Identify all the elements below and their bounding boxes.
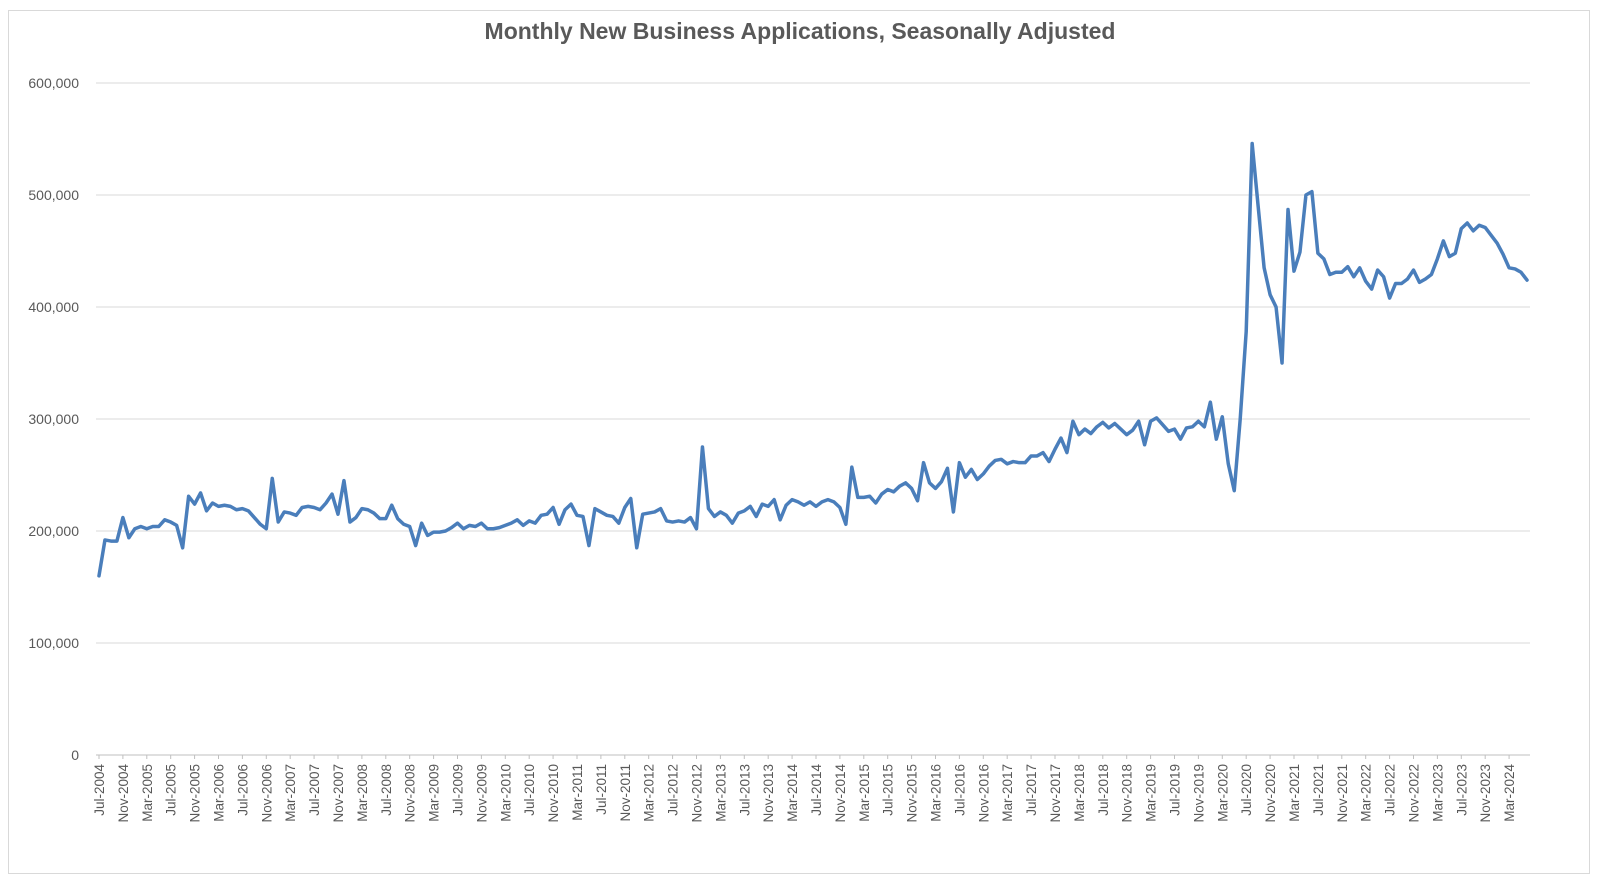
x-tick-label: Nov-2010 [546,764,561,823]
x-tick-label: Nov-2017 [1048,764,1063,823]
x-tick-label: Nov-2005 [188,764,203,823]
x-tick-label: Jul-2004 [92,764,107,816]
y-tick-label: 400,000 [28,299,79,315]
x-tick-label: Mar-2018 [1072,764,1087,822]
x-tick-label: Jul-2008 [379,764,394,816]
y-tick-label: 600,000 [28,75,79,91]
x-tick-label: Jul-2010 [522,764,537,816]
x-tick-label: Mar-2005 [140,764,155,822]
x-tick-label: Mar-2024 [1502,764,1517,822]
x-tick-label: Mar-2009 [427,764,442,822]
chart-title: Monthly New Business Applications, Seaso… [484,18,1116,44]
x-tick-label: Mar-2021 [1287,764,1302,822]
x-tick-label: Jul-2012 [666,764,681,816]
x-tick-label: Mar-2013 [713,764,728,822]
x-tick-label: Mar-2017 [1000,764,1015,822]
x-tick-label: Jul-2022 [1383,764,1398,816]
x-tick-label: Nov-2007 [331,764,346,823]
x-tick-label: Nov-2020 [1263,764,1278,823]
x-tick-label: Nov-2011 [618,764,633,822]
x-tick-label: Nov-2013 [761,764,776,823]
x-tick-label: Mar-2015 [857,764,872,822]
x-tick-label: Jul-2007 [307,764,322,816]
x-tick-label: Jul-2019 [1167,764,1182,816]
x-tick-label: Jul-2014 [809,764,824,816]
y-tick-label: 0 [71,747,79,763]
y-tick-label: 300,000 [28,411,79,427]
x-tick-label: Jul-2018 [1096,764,1111,816]
x-tick-label: Jul-2021 [1311,764,1326,816]
x-tick-label: Jul-2016 [952,764,967,816]
x-tick-label: Mar-2008 [355,764,370,822]
x-tick-label: Nov-2012 [689,764,704,823]
x-tick-label: Nov-2021 [1335,764,1350,823]
x-tick-label: Jul-2015 [881,764,896,816]
x-tick-label: Mar-2012 [642,764,657,822]
x-tick-label: Nov-2018 [1120,764,1135,823]
x-tick-label: Nov-2009 [474,764,489,823]
x-tick-label: Nov-2006 [259,764,274,823]
x-tick-label: Mar-2011 [570,764,585,821]
x-tick-label: Nov-2014 [833,764,848,823]
x-tick-label: Mar-2007 [283,764,298,822]
y-tick-label: 200,000 [28,523,79,539]
chart-frame [8,10,1590,874]
x-tick-label: Nov-2008 [403,764,418,823]
x-tick-label: Jul-2009 [450,764,465,816]
x-tick-label: Jul-2020 [1239,764,1254,816]
x-tick-label: Nov-2019 [1191,764,1206,823]
x-tick-label: Nov-2015 [905,764,920,823]
x-tick-label: Jul-2005 [164,764,179,816]
series-line [97,141,1529,578]
x-tick-label: Jul-2006 [235,764,250,816]
y-tick-label: 500,000 [28,187,79,203]
x-tick-label: Nov-2016 [976,764,991,823]
x-tick-label: Jul-2013 [737,764,752,816]
y-tick-label: 100,000 [28,635,79,651]
x-tick-label: Jul-2017 [1024,764,1039,816]
x-tick-label: Mar-2022 [1359,764,1374,822]
x-tick-label: Mar-2014 [785,764,800,822]
x-tick-label: Nov-2022 [1406,764,1421,823]
x-tick-label: Nov-2023 [1478,764,1493,823]
x-tick-label: Mar-2020 [1215,764,1230,822]
x-tick-label: Jul-2023 [1454,764,1469,816]
x-tick-label: Nov-2004 [116,764,131,823]
x-tick-label: Mar-2019 [1144,764,1159,822]
x-tick-label: Mar-2010 [498,764,513,822]
x-tick-label: Mar-2006 [211,764,226,822]
x-tick-label: Mar-2016 [928,764,943,822]
x-tick-label: Mar-2023 [1430,764,1445,822]
x-tick-label: Jul-2011 [594,764,609,815]
